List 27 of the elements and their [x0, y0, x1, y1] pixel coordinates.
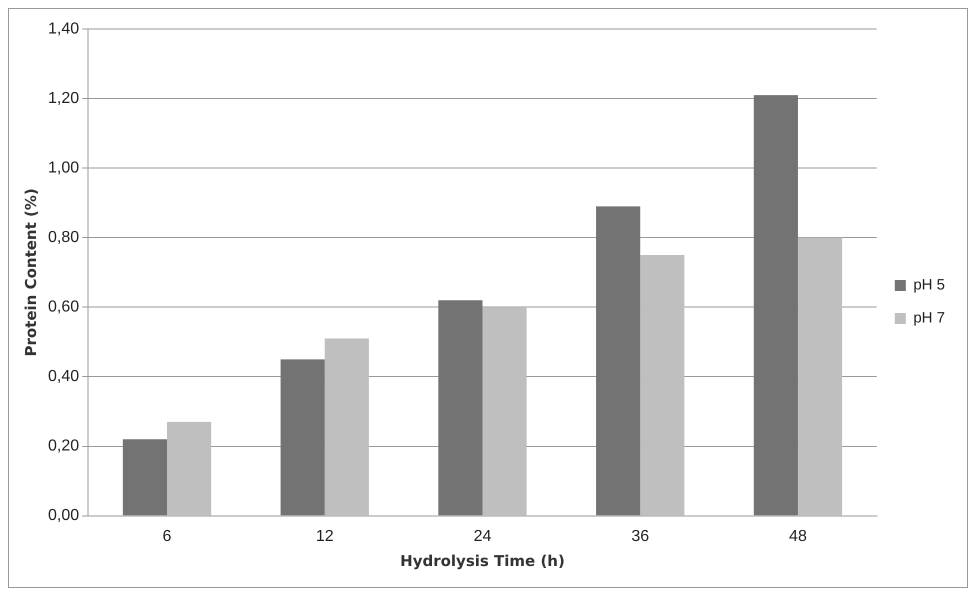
y-axis-title: Protein Content (%)	[22, 188, 40, 357]
bar	[482, 307, 527, 516]
y-tick-label: 0,00	[48, 507, 80, 524]
x-tick-label: 6	[162, 528, 172, 545]
x-tick-label: 36	[631, 528, 650, 545]
legend-label: pH 7	[913, 310, 946, 327]
y-tick-label: 0,80	[48, 229, 80, 246]
y-tick-label: 0,40	[48, 368, 80, 386]
x-axis-title: Hydrolysis Time (h)	[400, 552, 565, 570]
y-tick-label: 1,00	[48, 159, 80, 176]
bar	[324, 338, 369, 516]
y-tick-label: 0,20	[48, 438, 80, 455]
bar	[754, 95, 798, 516]
bar	[596, 206, 640, 516]
bar	[798, 238, 842, 516]
x-tick-label: 48	[789, 528, 807, 545]
y-tick-label: 1,20	[48, 90, 80, 107]
bar	[280, 359, 325, 516]
legend-label: pH 5	[913, 276, 946, 294]
bar	[167, 422, 212, 516]
x-tick-label: 24	[474, 528, 492, 545]
x-tick-label: 12	[316, 528, 334, 545]
y-tick-label: 1,40	[48, 20, 80, 38]
bar	[438, 300, 482, 516]
bar	[640, 255, 684, 516]
y-tick-label: 0,60	[48, 298, 80, 316]
bar	[122, 439, 168, 516]
